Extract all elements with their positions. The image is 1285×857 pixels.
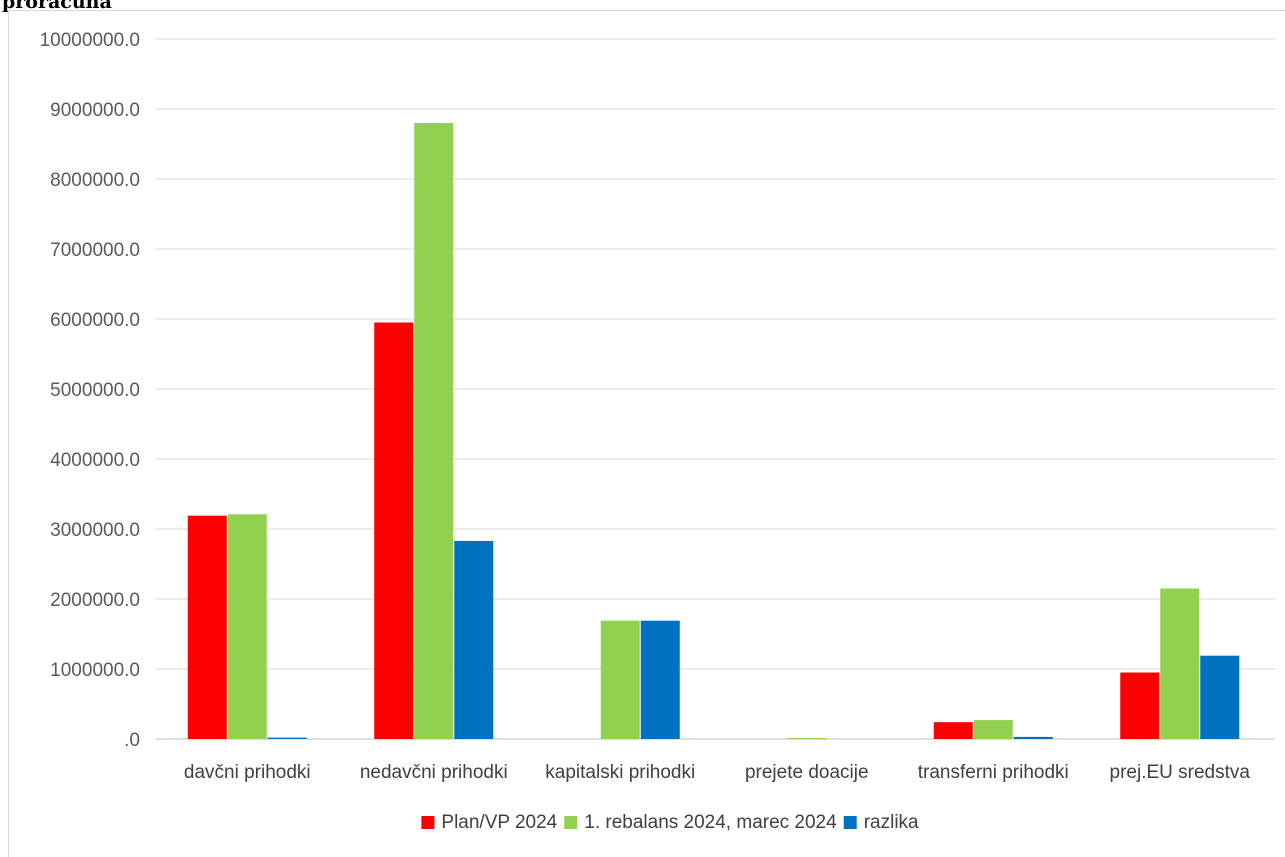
bar xyxy=(787,738,827,739)
gridlines xyxy=(156,38,1275,740)
bar xyxy=(187,515,227,739)
category-label: transferni prihodki xyxy=(918,762,1069,783)
legend-swatch xyxy=(843,816,857,829)
bar xyxy=(374,322,414,739)
y-tick-label: 10000000.0 xyxy=(40,30,140,51)
bar xyxy=(1120,672,1160,739)
bar xyxy=(414,123,454,739)
y-tick-label: 1000000.0 xyxy=(50,660,140,681)
category-label: prej.EU sredstva xyxy=(1110,762,1251,783)
bar xyxy=(1160,588,1200,739)
y-tick-label: 8000000.0 xyxy=(50,170,140,191)
bar xyxy=(973,720,1013,739)
legend-swatch xyxy=(421,816,435,829)
legend-label: razlika xyxy=(864,812,919,833)
bar xyxy=(267,737,307,739)
x-axis-categories: davčni prihodki nedavčni prihodki kapitals… xyxy=(184,762,1251,783)
y-axis-ticks: .0 1000000.0 2000000.0 3000000.0 4000000.0 50… xyxy=(40,30,140,751)
bar xyxy=(640,620,680,739)
y-tick-label: 6000000.0 xyxy=(50,310,140,331)
y-tick-label: 4000000.0 xyxy=(50,450,140,471)
bar xyxy=(454,540,494,739)
category-label: nedavčni prihodki xyxy=(360,762,508,783)
y-tick-label: 2000000.0 xyxy=(50,590,140,611)
chart-frame xyxy=(8,10,1285,857)
bar xyxy=(600,620,640,739)
bar xyxy=(1013,736,1053,739)
page-title: proračuna xyxy=(2,0,112,13)
legend: Plan/VP 2024 1. rebalans 2024, marec 2024… xyxy=(421,812,919,833)
bars xyxy=(187,123,1240,739)
category-label: kapitalski prihodki xyxy=(545,762,695,783)
category-label: prejete doacije xyxy=(745,762,869,783)
y-tick-label: 3000000.0 xyxy=(50,520,140,541)
bar xyxy=(933,722,973,739)
legend-label: Plan/VP 2024 xyxy=(441,812,557,833)
legend-swatch xyxy=(564,816,578,829)
category-label: davčni prihodki xyxy=(184,762,311,783)
y-tick-label: .0 xyxy=(124,730,140,751)
bar xyxy=(227,514,267,739)
y-tick-label: 9000000.0 xyxy=(50,100,140,121)
y-tick-label: 7000000.0 xyxy=(50,240,140,261)
y-tick-label: 5000000.0 xyxy=(50,380,140,401)
bar xyxy=(1200,655,1240,739)
legend-label: 1. rebalans 2024, marec 2024 xyxy=(584,812,837,833)
